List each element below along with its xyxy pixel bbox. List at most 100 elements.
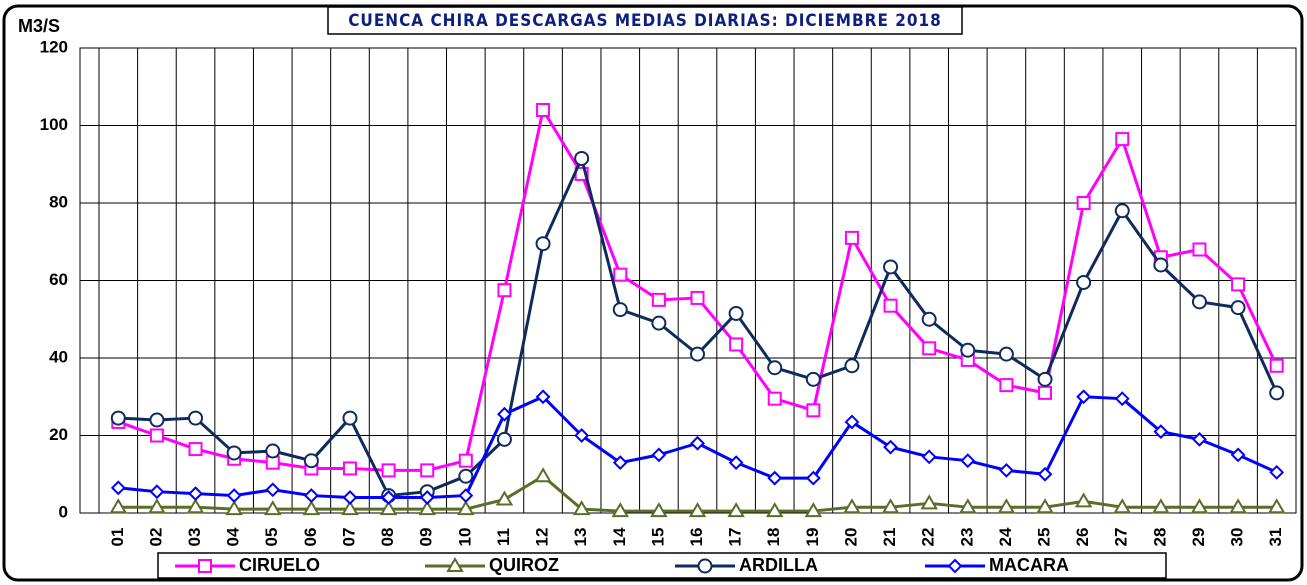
marker: [960, 453, 976, 469]
marker: [418, 500, 436, 516]
marker: [226, 445, 242, 461]
marker: [149, 428, 164, 443]
marker: [1191, 294, 1207, 310]
marker: [381, 463, 396, 478]
marker: [342, 461, 357, 476]
marker: [497, 406, 512, 422]
marker: [843, 498, 861, 514]
marker: [765, 502, 784, 518]
marker: [342, 410, 358, 426]
marker: [110, 480, 126, 496]
marker: [922, 341, 937, 356]
x-tick-label: 24: [996, 527, 1015, 546]
marker: [767, 360, 783, 376]
marker: [1076, 389, 1092, 405]
marker: [728, 305, 744, 321]
marker: [188, 410, 204, 426]
marker: [997, 498, 1016, 514]
marker: [651, 315, 667, 331]
legend-box: [157, 552, 1167, 579]
y-tick-label: 20: [49, 425, 68, 444]
x-tick-label: 11: [494, 528, 513, 546]
marker: [1037, 371, 1053, 387]
marker: [1153, 257, 1169, 273]
marker: [881, 498, 900, 514]
marker: [495, 490, 514, 506]
marker: [805, 371, 821, 387]
x-tick-label: 12: [533, 528, 552, 547]
marker: [690, 290, 705, 305]
marker: [497, 283, 512, 298]
legend-label: QUIROZ: [489, 555, 559, 575]
x-tick-label: 09: [417, 528, 436, 547]
x-tick-label: 01: [108, 528, 127, 547]
marker: [1267, 498, 1286, 514]
y-tick-label: 120: [40, 37, 68, 56]
marker: [302, 500, 321, 516]
marker: [457, 500, 475, 516]
marker: [149, 484, 165, 500]
marker: [458, 453, 473, 468]
marker: [109, 498, 128, 514]
marker: [612, 302, 628, 318]
marker: [534, 467, 552, 483]
marker: [149, 412, 165, 428]
marker: [998, 462, 1014, 478]
legend-label: MACARA: [989, 555, 1069, 575]
marker: [341, 500, 359, 516]
marker: [1114, 203, 1130, 219]
x-tick-label: 06: [301, 528, 320, 547]
marker: [690, 435, 705, 451]
y-tick-label: 60: [49, 270, 68, 289]
x-tick-label: 30: [1228, 528, 1247, 547]
marker: [998, 346, 1014, 362]
marker: [613, 267, 628, 282]
marker: [1153, 424, 1169, 440]
marker: [381, 490, 397, 505]
marker: [1037, 466, 1053, 482]
x-tick-label: 28: [1150, 528, 1169, 547]
marker: [225, 500, 243, 516]
x-tick-label: 27: [1112, 528, 1131, 547]
marker: [379, 500, 398, 516]
marker: [446, 557, 464, 572]
marker: [767, 470, 783, 486]
marker: [690, 346, 705, 362]
legend-label: CIRUELO: [239, 555, 320, 575]
x-tick-label: 02: [146, 528, 165, 547]
marker: [960, 342, 976, 358]
marker: [148, 498, 166, 514]
x-tick-label: 16: [687, 528, 706, 547]
x-tick-label: 21: [880, 528, 899, 547]
marker: [264, 500, 282, 516]
marker: [947, 558, 963, 574]
marker: [883, 298, 898, 313]
marker: [110, 410, 126, 426]
x-tick-label: 20: [841, 528, 860, 547]
marker: [420, 463, 435, 478]
marker: [804, 502, 823, 518]
marker: [1230, 300, 1246, 316]
chart-title: CUENCA CHIRA DESCARGAS MEDIAS DIARIAS: D…: [348, 11, 942, 31]
marker: [1192, 242, 1207, 257]
marker: [805, 470, 821, 486]
marker: [458, 488, 474, 503]
marker: [1038, 385, 1053, 400]
marker: [806, 403, 821, 418]
marker: [536, 103, 551, 117]
title-box: [327, 6, 963, 35]
marker: [729, 337, 744, 352]
marker: [1269, 464, 1285, 480]
x-tick-label: 05: [262, 528, 281, 547]
marker: [727, 502, 745, 518]
marker: [535, 236, 551, 252]
marker: [574, 150, 590, 166]
x-tick-label: 14: [610, 527, 629, 546]
marker: [419, 490, 435, 505]
marker: [303, 453, 319, 469]
y-tick-label: 80: [49, 192, 68, 211]
x-tick-label: 18: [764, 528, 783, 547]
x-tick-label: 31: [1266, 528, 1285, 547]
marker: [728, 455, 744, 471]
x-tick-label: 04: [224, 527, 243, 546]
